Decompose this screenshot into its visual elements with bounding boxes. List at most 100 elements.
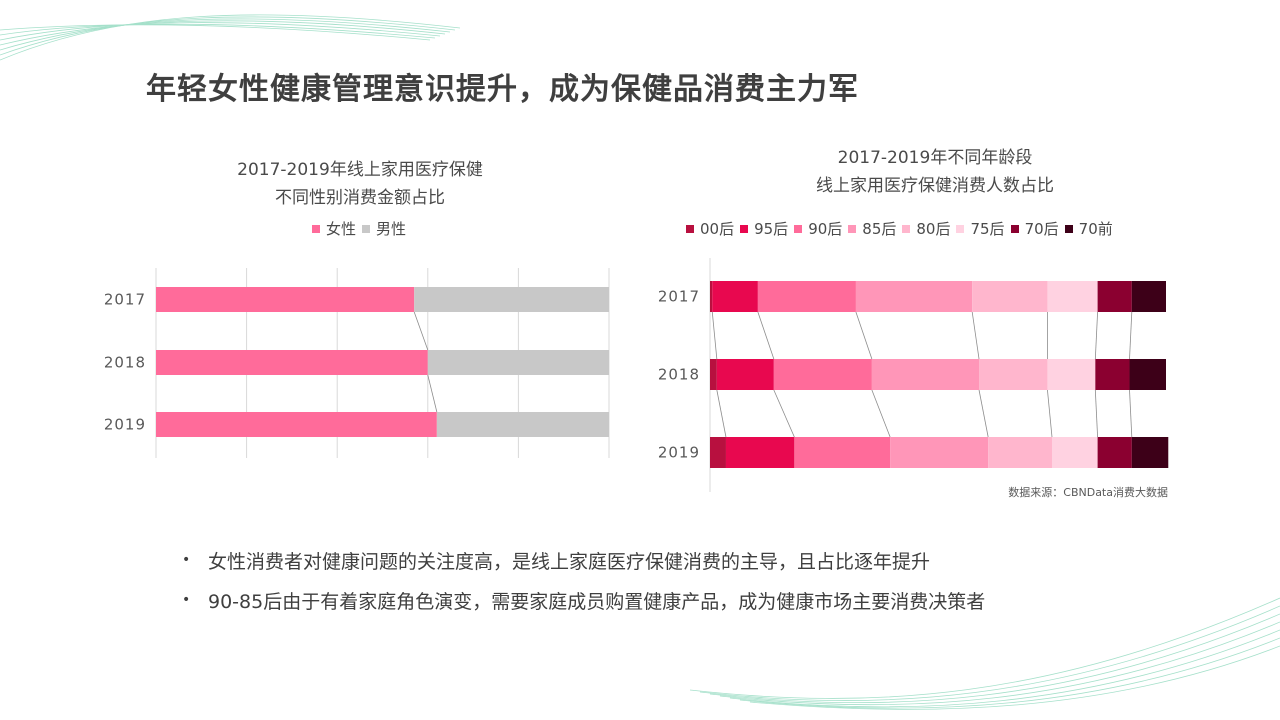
chart2-title-line2: 线上家用医疗保健消费人数占比 <box>816 176 1054 196</box>
legend-label: 女性 <box>326 220 357 238</box>
series-connector-line <box>1047 389 1053 438</box>
legend-label: 70后 <box>1024 220 1059 238</box>
bar-segment <box>1052 437 1098 468</box>
bar-segment <box>427 350 609 375</box>
legend-item: 80后 <box>902 218 950 239</box>
bar-segment <box>1047 281 1098 312</box>
legend-item: 85后 <box>848 218 896 239</box>
page-title: 年轻女性健康管理意识提升，成为保健品消费主力军 <box>146 72 859 107</box>
bullet-dot-icon: • <box>182 592 191 608</box>
legend-swatch <box>686 224 694 233</box>
series-connector-line <box>971 311 980 360</box>
chart1-legend: 女性 男性 <box>312 218 412 239</box>
y-tick-label: 2019 <box>658 444 700 462</box>
bar-segment <box>156 412 437 437</box>
bullet-item: • 女性消费者对健康问题的关注度高，是线上家庭医疗保健消费的主导，且占比逐年提升 <box>182 540 985 580</box>
bar-segment <box>436 412 609 437</box>
series-connector-line <box>716 389 727 438</box>
bar-segment <box>716 359 774 390</box>
bar-segment <box>890 437 989 468</box>
legend-label: 80后 <box>916 220 951 238</box>
y-tick-label: 2018 <box>658 366 700 384</box>
chart2-plot: 2017 2018 2019 <box>658 258 1169 492</box>
bar-segment <box>1097 437 1132 468</box>
bar-segment <box>871 359 980 390</box>
series-connector-line <box>1094 389 1098 438</box>
legend-item: 90后 <box>794 218 842 239</box>
bar-segment <box>1047 359 1096 390</box>
legend-item: 70后 <box>1010 218 1059 239</box>
series-connector-line <box>855 311 873 360</box>
legend-label: 00后 <box>700 220 735 238</box>
series-connector-line <box>413 311 429 351</box>
chart1-title-line2: 不同性别消费金额占比 <box>275 188 445 208</box>
bar-segment <box>156 287 415 312</box>
legend-item: 男性 <box>362 218 406 239</box>
legend-item: 女性 <box>312 218 356 239</box>
bar-segment <box>710 359 717 390</box>
legend-swatch <box>312 224 320 233</box>
chart2-title: 2017-2019年不同年龄段 线上家用医疗保健消费人数占比 <box>740 144 1130 200</box>
bar-segment <box>1129 359 1166 390</box>
series-connector-line <box>1129 311 1133 360</box>
chart2-legend: 00后 95后 90后 85后 80后 75后 70后 70前 <box>686 218 1119 239</box>
top-left-wave-decoration <box>0 14 461 61</box>
legend-item: 70前 <box>1064 218 1113 239</box>
bar-segment <box>979 359 1048 390</box>
series-connector-line <box>711 311 718 360</box>
legend-item: 75后 <box>956 218 1005 239</box>
legend-swatch <box>956 224 965 233</box>
legend-swatch <box>848 224 857 233</box>
bullet-dot-icon: • <box>182 552 191 568</box>
bar-segment <box>1131 437 1169 468</box>
series-connector-line <box>978 389 989 438</box>
legend-swatch <box>902 224 911 233</box>
chart2-title-line1: 2017-2019年不同年龄段 <box>837 148 1033 168</box>
y-tick-label: 2019 <box>104 416 146 434</box>
series-connector-line <box>1094 311 1098 360</box>
chart1-plot: 2017 2018 2019 <box>104 268 610 458</box>
bar-segment <box>1095 359 1130 390</box>
bar-segment <box>1131 281 1166 312</box>
bar-segment <box>1097 281 1132 312</box>
legend-label: 男性 <box>376 220 407 238</box>
legend-swatch <box>794 224 803 233</box>
series-connector-line <box>427 374 438 413</box>
bar-segment <box>712 281 758 312</box>
bar-segment <box>773 359 872 390</box>
legend-swatch <box>362 224 371 233</box>
data-source-note: 数据来源：CBNData消费大数据 <box>1008 486 1168 499</box>
legend-label: 85后 <box>862 220 897 238</box>
bar-segment <box>156 350 428 375</box>
legend-label: 70前 <box>1078 220 1113 238</box>
bar-segment <box>757 281 856 312</box>
bar-segment <box>710 281 713 312</box>
bottom-right-wave-decoration <box>690 597 1280 710</box>
chart1-title: 2017-2019年线上家用医疗保健 不同性别消费金额占比 <box>180 156 540 212</box>
legend-swatch <box>1010 224 1019 233</box>
chart1-title-line1: 2017-2019年线上家用医疗保健 <box>237 160 483 180</box>
y-tick-label: 2017 <box>104 291 146 309</box>
legend-swatch <box>1064 224 1073 233</box>
series-connector-line <box>757 311 775 360</box>
bar-segment <box>414 287 609 312</box>
y-tick-label: 2018 <box>104 354 146 372</box>
legend-item: 00后 <box>686 218 734 239</box>
bullet-text: 女性消费者对健康问题的关注度高，是线上家庭医疗保健消费的主导，且占比逐年提升 <box>208 550 931 573</box>
bar-segment <box>725 437 795 468</box>
y-tick-label: 2017 <box>658 288 700 306</box>
series-connector-line <box>871 389 891 438</box>
series-connector-line <box>773 389 795 438</box>
bar-segment <box>988 437 1052 468</box>
legend-item: 95后 <box>740 218 788 239</box>
legend-label: 95后 <box>754 220 789 238</box>
bullet-list: • 女性消费者对健康问题的关注度高，是线上家庭医疗保健消费的主导，且占比逐年提升… <box>182 540 985 620</box>
bullet-text: 90-85后由于有着家庭角色演变，需要家庭成员购置健康产品，成为健康市场主要消费… <box>208 590 986 613</box>
bar-segment <box>855 281 973 312</box>
legend-label: 75后 <box>970 220 1005 238</box>
bar-segment <box>972 281 1048 312</box>
legend-swatch <box>740 224 749 233</box>
bar-segment <box>794 437 891 468</box>
bar-segment <box>710 437 726 468</box>
bullet-item: • 90-85后由于有着家庭角色演变，需要家庭成员购置健康产品，成为健康市场主要… <box>182 580 985 620</box>
